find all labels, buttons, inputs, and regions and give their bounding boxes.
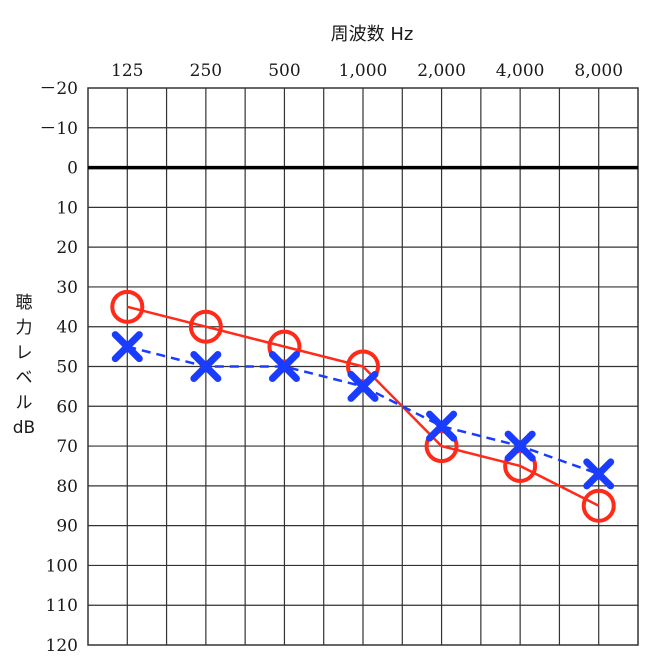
x-tick-label: 125 [111, 61, 143, 81]
x-tick-label: 2,000 [417, 61, 466, 81]
x-axis-title: 周波数 Hz [331, 24, 414, 45]
y-axis-title-char: ベ [16, 368, 33, 388]
y-axis-title-char: 力 [16, 318, 33, 338]
x-tick-labels: 125 250 500 1,000 2,000 4,000 8,000 [111, 61, 623, 81]
series-layer [110, 289, 616, 523]
cross-stroke [111, 331, 143, 363]
data-point-cross [190, 351, 222, 382]
y-tick-label: 30 [56, 278, 78, 298]
y-tick-label: －10 [39, 119, 78, 139]
y-tick-label: 0 [67, 159, 78, 179]
y-tick-label: 40 [56, 318, 78, 338]
cross-stroke [347, 370, 379, 402]
y-tick-label: 120 [46, 636, 78, 656]
cross-stroke [190, 351, 222, 382]
y-tick-label: 100 [46, 556, 78, 576]
series-line-1 [126, 305, 600, 507]
cross-stroke [268, 351, 300, 382]
y-tick-labels: －20 －10 0 10 20 30 40 50 60 70 80 90 100 110 120 [39, 79, 78, 656]
data-point-circle [188, 309, 223, 344]
y-tick-label: 20 [56, 238, 78, 258]
y-tick-label: －20 [39, 79, 78, 99]
data-point-cross [583, 458, 615, 490]
data-point-cross [347, 370, 379, 402]
x-tick-label: 8,000 [574, 61, 623, 81]
y-tick-label: 60 [56, 397, 78, 417]
y-axis-title-char: レ [16, 343, 33, 363]
cross-stroke [504, 430, 536, 462]
y-tick-label: 10 [56, 198, 78, 218]
data-point-cross [504, 430, 536, 462]
data-point-circle [581, 488, 616, 523]
y-axis-title-char: ル [16, 393, 33, 413]
y-tick-label: 50 [56, 358, 78, 378]
x-tick-label: 500 [268, 61, 300, 81]
cross-stroke [583, 458, 615, 490]
data-point-cross [426, 410, 458, 442]
y-tick-label: 90 [56, 517, 78, 537]
y-tick-label: 70 [56, 437, 78, 457]
y-tick-label: 80 [56, 477, 78, 497]
x-tick-label: 4,000 [496, 61, 545, 81]
grid [87, 87, 639, 646]
x-tick-label: 1,000 [339, 61, 388, 81]
y-tick-label: 110 [46, 596, 78, 616]
data-point-cross [268, 351, 300, 382]
y-axis-title-char: 聴 [16, 293, 33, 313]
y-axis-title-char: dB [13, 418, 35, 438]
cross-stroke [426, 410, 458, 442]
x-tick-label: 250 [190, 61, 222, 81]
data-point-circle [110, 289, 145, 324]
data-point-cross [111, 331, 143, 363]
